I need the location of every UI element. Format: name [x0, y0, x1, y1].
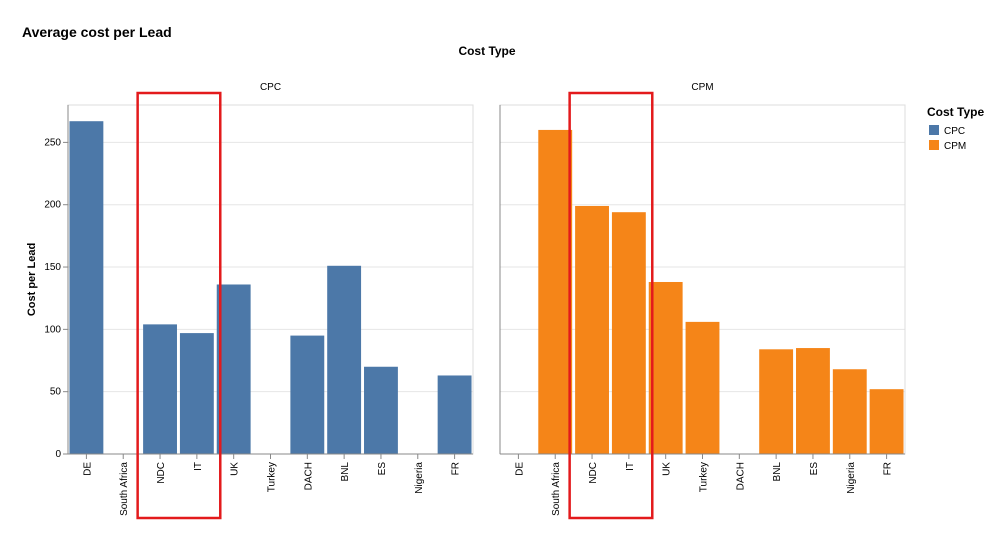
x-tick-label: DE [82, 462, 93, 476]
x-tick-label: BNL [340, 462, 351, 482]
bar-cpc-bnl [327, 265, 362, 454]
bar-cpm-bnl [759, 349, 794, 454]
x-tick-label: DACH [735, 462, 746, 490]
legend-swatch-cpc [929, 125, 939, 135]
bar-cpm-fr [869, 389, 904, 454]
y-axis-title: Cost per Lead [26, 243, 38, 316]
y-tick-label: 0 [55, 449, 61, 460]
x-tick-label: ES [809, 462, 820, 476]
bar-cpm-south-africa [538, 129, 573, 454]
legend-label-cpc: CPC [944, 126, 965, 137]
panel-frame [67, 104, 474, 455]
y-tick-label: 50 [50, 387, 62, 398]
page-title: Average cost per Lead [22, 24, 172, 40]
x-tick-label: South Africa [551, 462, 562, 516]
x-tick-label: UK [662, 462, 673, 476]
y-tick-label: 200 [44, 200, 61, 211]
x-tick-label: DE [514, 462, 525, 476]
highlight-box-cpc [136, 91, 222, 520]
x-tick-label: ES [377, 462, 388, 476]
x-tick-label: BNL [772, 462, 783, 482]
highlight-box-cpm [568, 91, 654, 520]
bar-cpm-es [796, 348, 830, 454]
y-tick-label: 100 [44, 324, 61, 335]
bar-cpm-turkey [685, 321, 720, 454]
x-tick-label: Nigeria [414, 462, 425, 494]
x-tick-label: Turkey [267, 462, 278, 492]
bar-cpm-uk [648, 281, 683, 454]
bar-cpc-dach [290, 335, 325, 454]
x-tick-label: IT [193, 462, 204, 471]
x-tick-label: Turkey [699, 462, 710, 492]
bar-cpc-es [364, 366, 398, 454]
bar-cpc-fr [437, 375, 472, 454]
x-tick-label: UK [230, 462, 241, 476]
legend-swatch-cpm [929, 140, 939, 150]
legend-title: Cost Type [927, 105, 984, 119]
x-tick-label: South Africa [119, 462, 130, 516]
x-tick-label: NDC [588, 462, 599, 484]
bar-cpc-it [179, 333, 214, 454]
panel-header-cpm: CPM [691, 82, 713, 93]
bar-cpm-it [611, 212, 646, 454]
bar-cpm-ndc [575, 205, 609, 454]
y-tick-label: 250 [44, 137, 61, 148]
bar-cpc-ndc [143, 324, 177, 454]
x-tick-label: Nigeria [846, 462, 857, 494]
bar-cpm-nigeria [832, 369, 867, 454]
x-tick-label: NDC [156, 462, 167, 484]
bar-cpc-de [69, 121, 104, 454]
facet-header: Cost Type [458, 44, 515, 58]
panel-header-cpc: CPC [260, 82, 281, 93]
x-tick-label: FR [883, 462, 894, 475]
x-tick-label: FR [451, 462, 462, 475]
legend-label-cpm: CPM [944, 141, 966, 152]
bar-cpc-uk [216, 284, 251, 454]
x-tick-label: IT [625, 462, 636, 471]
x-tick-label: DACH [303, 462, 314, 490]
y-tick-label: 150 [44, 262, 61, 273]
